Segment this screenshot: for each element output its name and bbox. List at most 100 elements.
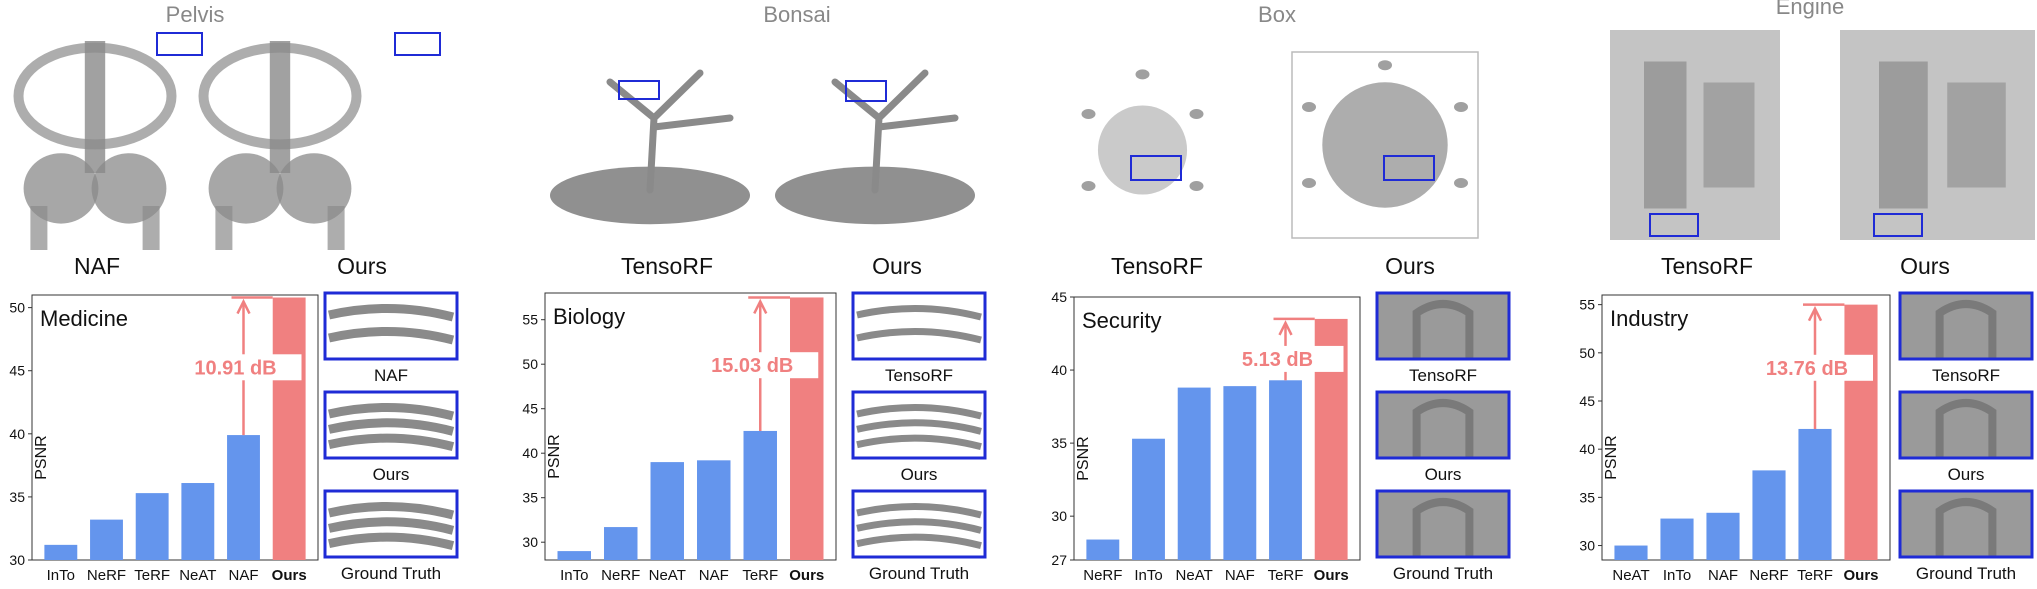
chart-frame (1073, 296, 1361, 561)
category-label: Ours (272, 567, 307, 584)
bolt-shape (1189, 109, 1204, 119)
dataset-title: Pelvis (166, 2, 225, 27)
structure-stroke (1935, 300, 1997, 359)
femur-right-shape (327, 206, 345, 250)
category-label: NeAT (179, 567, 216, 584)
zoom-indicator-box (1130, 155, 1182, 181)
zoom-indicator-box (156, 32, 203, 56)
bar-into (557, 551, 591, 560)
y-tick-label: 35 (1051, 435, 1067, 451)
zoom-label: Ground Truth (341, 564, 441, 583)
zoom-indicator-box (1649, 213, 1699, 237)
zoom-indicator-box (394, 32, 441, 56)
category-label: TeRF (134, 567, 170, 584)
y-tick-label: 55 (1579, 297, 1595, 313)
improvement-label-bg (1227, 345, 1344, 372)
bar-into (1132, 438, 1165, 560)
category-label: InTo (1663, 567, 1691, 584)
structure-stroke (1412, 300, 1474, 359)
improvement-annotation: 10.91 dB (185, 296, 302, 436)
improvement-label-bg (702, 352, 819, 379)
bar-nerf (90, 519, 123, 560)
bar-ours (1844, 304, 1878, 560)
zoom-thumbnail: Ours (1375, 390, 1511, 484)
bar-nerf (1752, 470, 1786, 560)
dataset-title: Engine (1776, 0, 1845, 19)
structure-stroke (856, 404, 982, 420)
render-image-0 (1610, 30, 1780, 240)
y-tick-label: 35 (1579, 489, 1595, 505)
improvement-annotation: 5.13 dB (1227, 317, 1344, 381)
zoom-label: TensoRF (1409, 366, 1477, 385)
zoom-indicator-box (1383, 155, 1435, 181)
render-image-1 (1291, 51, 1479, 239)
improvement-annotation: 13.76 dB (1757, 303, 1873, 429)
y-tick-label: 45 (522, 401, 538, 417)
zoom-thumbnail: Ground Truth (1375, 489, 1511, 583)
domain-label: Biology (553, 304, 625, 329)
category-label: Ours (789, 567, 824, 584)
bar-naf (227, 435, 260, 560)
bar-into (1660, 518, 1694, 560)
structure-stroke (328, 403, 455, 421)
category-label: NAF (1225, 567, 1255, 584)
structure-stroke (856, 518, 982, 534)
chart-frame (544, 292, 837, 561)
zoom-thumbnail: Ours (1898, 390, 2034, 484)
structure-stroke (856, 328, 982, 344)
bar-naf (1223, 386, 1257, 560)
zoom-thumbnail-border (323, 291, 459, 361)
structure-stroke (856, 533, 982, 550)
zoom-thumbnails: TensoRF Ours Ground Truth (1898, 291, 2034, 583)
y-tick-label: 35 (9, 489, 25, 505)
arrow-head (753, 298, 768, 315)
zoom-thumbnail-border (323, 489, 459, 559)
bolt-shape (1302, 178, 1316, 188)
zoom-indicator-box (1873, 213, 1923, 237)
y-tick-label: 50 (1579, 345, 1595, 361)
sphere-shape (1322, 82, 1448, 208)
y-tick-label: 55 (522, 312, 538, 328)
y-tick-label: 30 (1579, 538, 1595, 554)
structure-stroke (328, 532, 455, 551)
zoom-label: Ground Truth (1393, 564, 1493, 583)
method-label: NAF (74, 253, 120, 279)
category-label: NeRF (87, 567, 126, 584)
bar-terf (1798, 428, 1832, 560)
y-tick-label: 45 (1579, 393, 1595, 409)
method-label: Ours (337, 253, 387, 279)
y-axis-label: PSNR (33, 435, 50, 479)
tree-shape (831, 69, 959, 194)
bolt-shape (1081, 109, 1096, 119)
domain-label: Security (1082, 308, 1161, 333)
bar-chart: 30 35 40 45 50 55 Industry PSNR NeAT InTo NAF NeRF T… (1579, 294, 1891, 584)
structure-stroke (1412, 498, 1474, 557)
y-tick-label: 27 (1051, 552, 1067, 568)
zoom-thumbnail-bg (325, 293, 457, 359)
structure-stroke (328, 304, 455, 322)
zoom-thumbnail: Ground Truth (1898, 489, 2034, 583)
y-tick-label: 30 (1051, 508, 1067, 524)
render-image-1 (198, 41, 362, 250)
bolt-shape (1135, 69, 1150, 80)
zoom-label: NAF (374, 366, 408, 385)
category-label: TeRF (1797, 567, 1833, 584)
category-label: NAF (699, 567, 729, 584)
bolt-shape (1454, 102, 1468, 112)
zoom-label: TensoRF (1932, 366, 2000, 385)
panel-box: Box TensoRF Ours 27 30 35 40 45 Security PSNR NeRF… (1051, 2, 1511, 584)
bar-terf (135, 493, 169, 560)
y-tick-label: 40 (9, 426, 25, 442)
zoom-thumbnail-border (851, 291, 987, 361)
render-image-0 (1081, 69, 1204, 195)
structure-stroke (1935, 498, 1997, 557)
panel-bonsai: Bonsai TensoRF Ours 30 35 40 45 50 55 Biology PSNR… (522, 2, 987, 584)
render-image-1 (1840, 30, 2035, 240)
chart-frame (31, 294, 319, 561)
method-label: TensoRF (1111, 253, 1203, 279)
panel-engine: Engine TensoRF Ours 30 35 40 45 50 55 Industry PSN… (1579, 0, 2035, 584)
y-tick-label: 30 (522, 534, 538, 550)
category-label: TeRF (1268, 567, 1304, 584)
arrow-head (1807, 305, 1823, 322)
category-label: InTo (1134, 567, 1162, 584)
